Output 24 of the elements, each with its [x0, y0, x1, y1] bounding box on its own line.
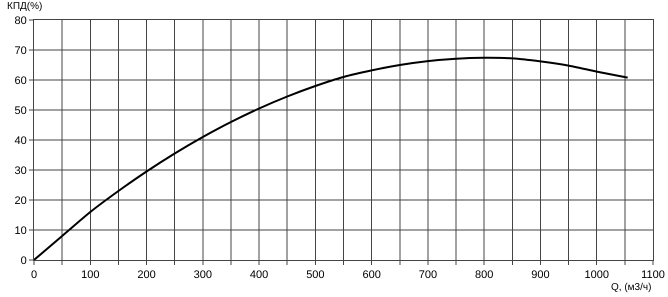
x-tick-label: 100	[81, 269, 100, 282]
y-tick-label: 70	[14, 44, 27, 57]
x-tick-label: 700	[418, 269, 438, 282]
y-tick-label: 50	[14, 104, 27, 117]
y-tick-label: 40	[14, 134, 27, 147]
y-tick-label: 20	[14, 194, 27, 207]
y-tick-label: 10	[14, 224, 27, 237]
x-tick-label: 0	[30, 269, 38, 282]
x-tick-label: 300	[194, 269, 212, 282]
y-tick-label: 30	[14, 164, 27, 177]
x-tick-label: 500	[306, 269, 325, 282]
x-tick-label: 200	[137, 269, 156, 282]
y-axis-title: КПД(%)	[7, 1, 42, 12]
x-tick-label: 1000	[584, 269, 609, 282]
x-tick-label: 1100	[641, 269, 665, 282]
x-axis-title: Q, (м3/ч)	[611, 282, 652, 293]
x-tick-label: 900	[531, 269, 550, 282]
y-tick-label: 80	[14, 14, 27, 27]
x-tick-label: 800	[475, 269, 494, 282]
y-tick-label: 0	[20, 254, 27, 267]
line-series	[34, 56, 629, 260]
x-tick-label: 600	[362, 269, 381, 282]
y-tick-label: 60	[14, 74, 27, 87]
x-tick-label: 400	[250, 269, 268, 282]
